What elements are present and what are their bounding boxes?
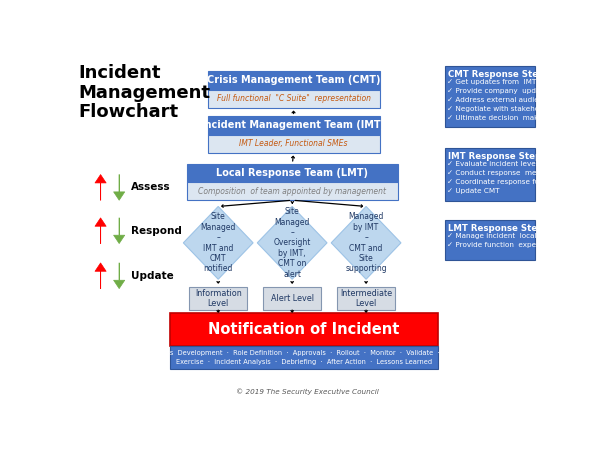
FancyBboxPatch shape [445, 148, 535, 201]
Text: ✓ Address external audience: ✓ Address external audience [448, 97, 552, 104]
Text: ✓ Provide company  updates: ✓ Provide company updates [448, 88, 552, 94]
Text: Crisis Management Team (CMT): Crisis Management Team (CMT) [207, 76, 380, 86]
Text: ✓ Evaluate incident level: ✓ Evaluate incident level [448, 161, 538, 166]
Text: Local Response Team (LMT): Local Response Team (LMT) [217, 168, 368, 178]
Text: Managed
by IMT
–
CMT and
Site
supporting: Managed by IMT – CMT and Site supporting [345, 212, 387, 273]
Text: © 2019 The Security Executive Council: © 2019 The Security Executive Council [236, 388, 379, 395]
FancyBboxPatch shape [208, 117, 380, 135]
FancyBboxPatch shape [445, 220, 535, 260]
Text: Incident Management Team (IMT): Incident Management Team (IMT) [202, 121, 386, 130]
Text: Intermediate
Level: Intermediate Level [340, 288, 392, 308]
Text: IMT Leader, Functional SMEs: IMT Leader, Functional SMEs [239, 139, 348, 148]
Text: Site
Managed
–
Oversight
by IMT,
CMT on
alert: Site Managed – Oversight by IMT, CMT on … [274, 207, 311, 279]
FancyBboxPatch shape [170, 313, 438, 346]
FancyBboxPatch shape [208, 135, 380, 153]
FancyBboxPatch shape [208, 90, 380, 108]
Polygon shape [331, 207, 401, 279]
Text: ✓ Negotiate with stakeholders: ✓ Negotiate with stakeholders [448, 106, 557, 112]
Text: Alert Level: Alert Level [271, 294, 314, 303]
FancyBboxPatch shape [187, 164, 398, 182]
Text: ✓ Ultimate decision  makers: ✓ Ultimate decision makers [448, 115, 550, 122]
Polygon shape [184, 207, 253, 279]
Text: Incident
Management
Flowchart: Incident Management Flowchart [79, 64, 211, 121]
FancyBboxPatch shape [337, 287, 395, 310]
Polygon shape [257, 207, 327, 279]
Text: ✓ Provide function  expertise: ✓ Provide function expertise [448, 243, 553, 248]
Text: CMT Response Steps:: CMT Response Steps: [448, 70, 553, 79]
Text: ✓ Update CMT: ✓ Update CMT [448, 188, 500, 194]
Text: Information
Level: Information Level [195, 288, 242, 308]
Text: ✓ Manage incident  locally: ✓ Manage incident locally [448, 234, 543, 239]
FancyBboxPatch shape [170, 346, 438, 369]
Text: Notification of Incident: Notification of Incident [208, 322, 400, 337]
Text: Process  Development  ·  Role Definition  ·  Approvals  ·  Rollout  ·  Monitor  : Process Development · Role Definition · … [148, 351, 460, 356]
Text: Assess: Assess [131, 182, 170, 193]
Text: Site
Managed
–
IMT and
CMT
notified: Site Managed – IMT and CMT notified [200, 212, 236, 273]
FancyBboxPatch shape [445, 66, 535, 127]
FancyBboxPatch shape [208, 71, 380, 90]
Text: ✓ Coordinate response fully: ✓ Coordinate response fully [448, 179, 548, 185]
FancyBboxPatch shape [263, 287, 321, 310]
Text: ✓ Get updates from  IMT: ✓ Get updates from IMT [448, 79, 537, 86]
Text: Exercise  ·  Incident Analysis  ·  Debriefing  ·  After Action  ·  Lessons Learn: Exercise · Incident Analysis · Debriefin… [176, 359, 432, 365]
Text: ✓ Conduct response  meetings: ✓ Conduct response meetings [448, 170, 559, 176]
Text: IMT Response Steps:: IMT Response Steps: [448, 152, 550, 161]
FancyBboxPatch shape [187, 182, 398, 200]
Text: Full functional  "C Suite"  representation: Full functional "C Suite" representation [217, 94, 371, 103]
Text: Respond: Respond [131, 226, 182, 236]
Text: Update: Update [131, 271, 173, 281]
Text: LMT Response Steps:: LMT Response Steps: [448, 225, 553, 234]
FancyBboxPatch shape [189, 287, 247, 310]
Text: Composition  of team appointed by management: Composition of team appointed by managem… [199, 187, 386, 196]
